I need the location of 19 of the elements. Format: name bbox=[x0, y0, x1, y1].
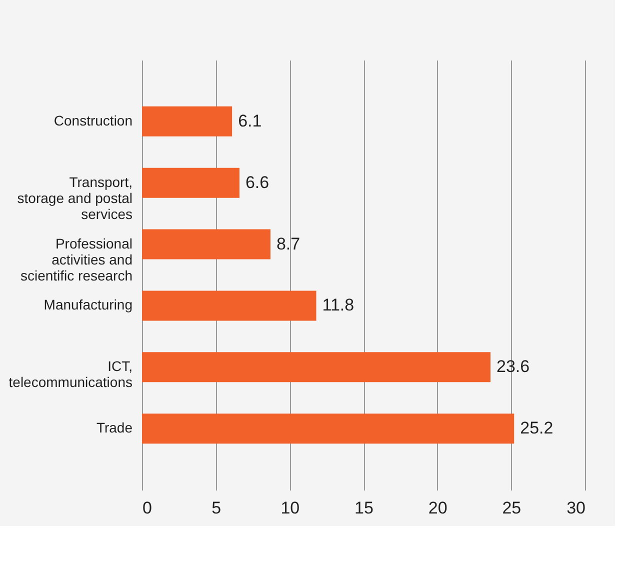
y-tick-label: Professional activities and scientific research bbox=[20, 235, 132, 284]
x-tick-label: 25 bbox=[502, 498, 522, 518]
data-label: 6.6 bbox=[245, 172, 270, 192]
x-tick-label: 30 bbox=[566, 498, 586, 518]
data-label: 8.7 bbox=[276, 234, 300, 254]
y-tick-label: ICT, telecommunications bbox=[8, 358, 132, 390]
data-label: 11.8 bbox=[322, 296, 354, 315]
y-tick-label: Manufacturing bbox=[44, 296, 132, 313]
x-tick-label: 20 bbox=[428, 498, 448, 518]
x-tick-label: 0 bbox=[142, 498, 152, 518]
data-label: 25.2 bbox=[520, 418, 554, 438]
y-tick-label: Construction bbox=[54, 112, 132, 128]
y-tick-label: Transport, storage and postal services bbox=[17, 174, 132, 222]
data-label: 23.6 bbox=[496, 357, 530, 376]
x-tick-label: 5 bbox=[212, 498, 222, 518]
x-tick-label: 15 bbox=[354, 498, 374, 518]
data-label: 6.1 bbox=[238, 111, 262, 130]
y-tick-label: Trade bbox=[96, 420, 133, 436]
x-tick-label: 10 bbox=[280, 498, 300, 518]
